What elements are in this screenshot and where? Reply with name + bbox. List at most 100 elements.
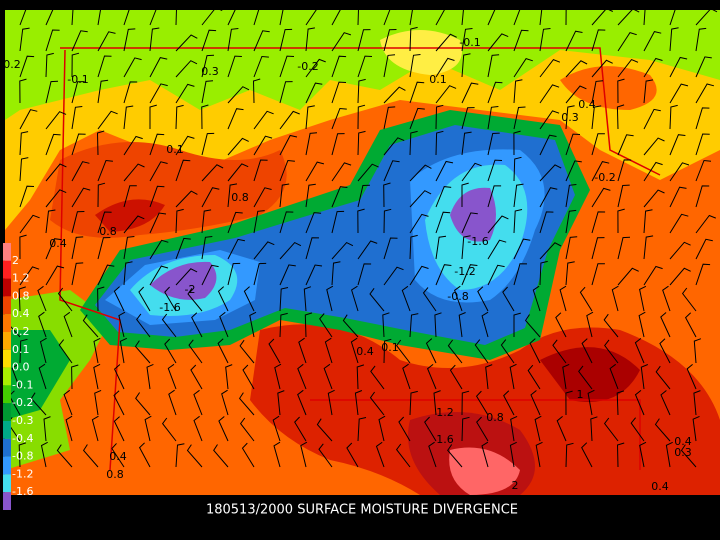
wind-barb <box>684 312 697 338</box>
wind-barb <box>435 211 451 234</box>
wind-barb <box>513 29 529 52</box>
wind-barb <box>639 441 647 468</box>
wind-barb <box>643 235 654 260</box>
legend-swatch <box>3 278 11 297</box>
wind-barb <box>316 418 333 442</box>
wind-barb <box>111 443 125 468</box>
wind-barb <box>305 105 315 130</box>
wind-barb <box>509 363 517 390</box>
wind-barb <box>71 106 83 130</box>
wind-barb <box>435 57 455 78</box>
wind-barb <box>369 288 385 312</box>
wind-barb <box>643 265 663 286</box>
wind-barb <box>82 314 99 338</box>
wind-barb <box>123 236 135 260</box>
wind-barb <box>19 131 29 156</box>
wind-barb <box>435 186 452 208</box>
wind-barb <box>591 161 610 182</box>
wind-barb <box>331 133 345 156</box>
wind-barb <box>238 392 255 416</box>
contour-label: 0.4 <box>356 345 374 358</box>
wind-barb <box>539 164 562 182</box>
wind-barb <box>461 28 473 52</box>
wind-barb <box>305 58 326 78</box>
wind-barb <box>669 241 691 260</box>
wind-barb <box>97 110 118 130</box>
wind-barb <box>692 415 700 442</box>
wind-barb <box>611 285 619 312</box>
wind-barb <box>409 164 432 182</box>
wind-barb <box>539 134 557 156</box>
wind-barb <box>383 160 400 182</box>
wind-barb <box>331 81 347 104</box>
wind-barb <box>227 86 250 104</box>
wind-barb <box>38 311 47 338</box>
wind-barb <box>201 264 219 286</box>
legend-label: 1.2 <box>12 272 30 285</box>
wind-barb <box>253 135 273 156</box>
wind-barb <box>383 338 392 364</box>
wind-barb <box>357 130 366 156</box>
wind-barb <box>279 81 293 104</box>
wind-barb <box>298 337 307 364</box>
wind-barb <box>193 415 203 442</box>
wind-barb <box>447 339 463 364</box>
wind-barb <box>71 52 80 78</box>
wind-barb <box>409 213 429 234</box>
wind-barb <box>565 261 575 286</box>
wind-barb <box>217 338 229 364</box>
wind-barb <box>370 365 385 390</box>
wind-barb <box>539 242 562 260</box>
contour-label: 0.4 <box>674 435 692 448</box>
wind-barb <box>565 160 582 182</box>
wind-barb <box>97 264 115 286</box>
wind-barb <box>539 58 561 78</box>
wind-barb <box>279 312 288 338</box>
wind-barb <box>45 163 67 182</box>
wind-barb <box>474 339 489 364</box>
wind-barb <box>524 314 541 338</box>
field-orange <box>560 66 657 110</box>
wind-barb <box>513 312 521 337</box>
wind-barb <box>634 338 645 364</box>
wind-barb <box>272 415 281 442</box>
legend-label: 0.1 <box>12 343 30 356</box>
wind-barb <box>409 390 418 416</box>
wind-barb <box>532 285 541 312</box>
field-yellow-patch <box>380 30 462 75</box>
wind-barb <box>19 55 35 78</box>
wind-barb <box>435 160 454 182</box>
wind-barb <box>534 415 542 442</box>
wind-barb <box>662 285 671 312</box>
wind-barb <box>331 107 347 130</box>
wind-barb <box>149 3 166 26</box>
contour-label: -1.6 <box>159 301 180 314</box>
wind-barb <box>305 82 323 104</box>
wind-barb <box>435 33 457 52</box>
legend-label: -1.6 <box>12 485 33 498</box>
wind-barb <box>433 390 441 416</box>
wind-barb <box>123 135 143 156</box>
wind-barb <box>113 286 125 312</box>
wind-barb <box>351 285 359 312</box>
wind-barb <box>695 263 711 286</box>
legend-swatch <box>3 403 11 421</box>
wind-barb <box>487 4 504 26</box>
wind-barb <box>487 33 509 52</box>
wind-barb <box>434 312 442 338</box>
wind-barb <box>369 391 385 416</box>
wind-barb <box>71 187 91 208</box>
wind-barb <box>297 389 307 416</box>
field-darkgreen-left <box>5 330 70 420</box>
wind-barb <box>305 183 316 208</box>
wind-barb <box>357 55 373 78</box>
wind-barb <box>146 363 154 390</box>
contour-label: 1.6 <box>436 433 454 446</box>
wind-barb <box>481 441 489 468</box>
wind-barb <box>97 55 112 78</box>
wind-barb <box>383 208 392 234</box>
legend-swatch <box>3 332 11 350</box>
wind-barb <box>695 83 715 104</box>
wind-barb <box>693 338 702 364</box>
